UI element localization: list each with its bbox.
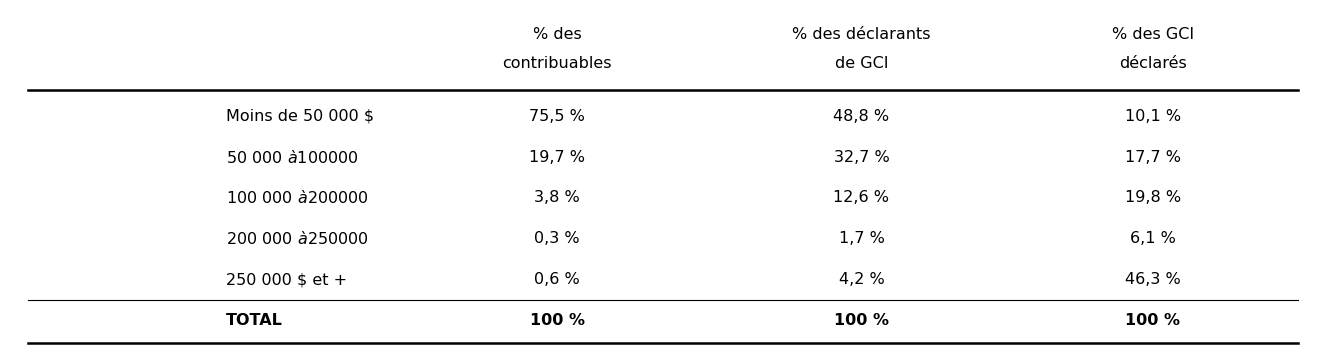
- Text: TOTAL: TOTAL: [227, 313, 284, 328]
- Text: % des GCI: % des GCI: [1111, 27, 1193, 42]
- Text: déclarés: déclarés: [1119, 56, 1187, 71]
- Text: 46,3 %: 46,3 %: [1124, 272, 1180, 287]
- Text: Moins de 50 000 $: Moins de 50 000 $: [227, 109, 374, 124]
- Text: 100 %: 100 %: [1124, 313, 1180, 328]
- Text: 17,7 %: 17,7 %: [1124, 150, 1180, 164]
- Text: 50 000 $ à 100 000 $: 50 000 $ à 100 000 $: [227, 149, 359, 165]
- Text: 12,6 %: 12,6 %: [834, 190, 890, 205]
- Text: 19,7 %: 19,7 %: [529, 150, 585, 164]
- Text: 32,7 %: 32,7 %: [834, 150, 890, 164]
- Text: contribuables: contribuables: [503, 56, 611, 71]
- Text: 250 000 $ et +: 250 000 $ et +: [227, 272, 347, 287]
- Text: 75,5 %: 75,5 %: [529, 109, 585, 124]
- Text: 48,8 %: 48,8 %: [834, 109, 890, 124]
- Text: 100 %: 100 %: [529, 313, 585, 328]
- Text: 0,3 %: 0,3 %: [534, 231, 579, 246]
- Text: 6,1 %: 6,1 %: [1130, 231, 1176, 246]
- Text: 100 %: 100 %: [834, 313, 888, 328]
- Text: 0,6 %: 0,6 %: [534, 272, 579, 287]
- Text: % des: % des: [533, 27, 582, 42]
- Text: 100 000 $ à 200 000 $: 100 000 $ à 200 000 $: [227, 190, 370, 206]
- Text: 200 000 $ à 250 000 $: 200 000 $ à 250 000 $: [227, 230, 370, 247]
- Text: 10,1 %: 10,1 %: [1124, 109, 1180, 124]
- Text: de GCI: de GCI: [835, 56, 888, 71]
- Text: 1,7 %: 1,7 %: [838, 231, 884, 246]
- Text: % des déclarants: % des déclarants: [792, 27, 931, 42]
- Text: 3,8 %: 3,8 %: [534, 190, 579, 205]
- Text: 4,2 %: 4,2 %: [838, 272, 884, 287]
- Text: 19,8 %: 19,8 %: [1124, 190, 1180, 205]
